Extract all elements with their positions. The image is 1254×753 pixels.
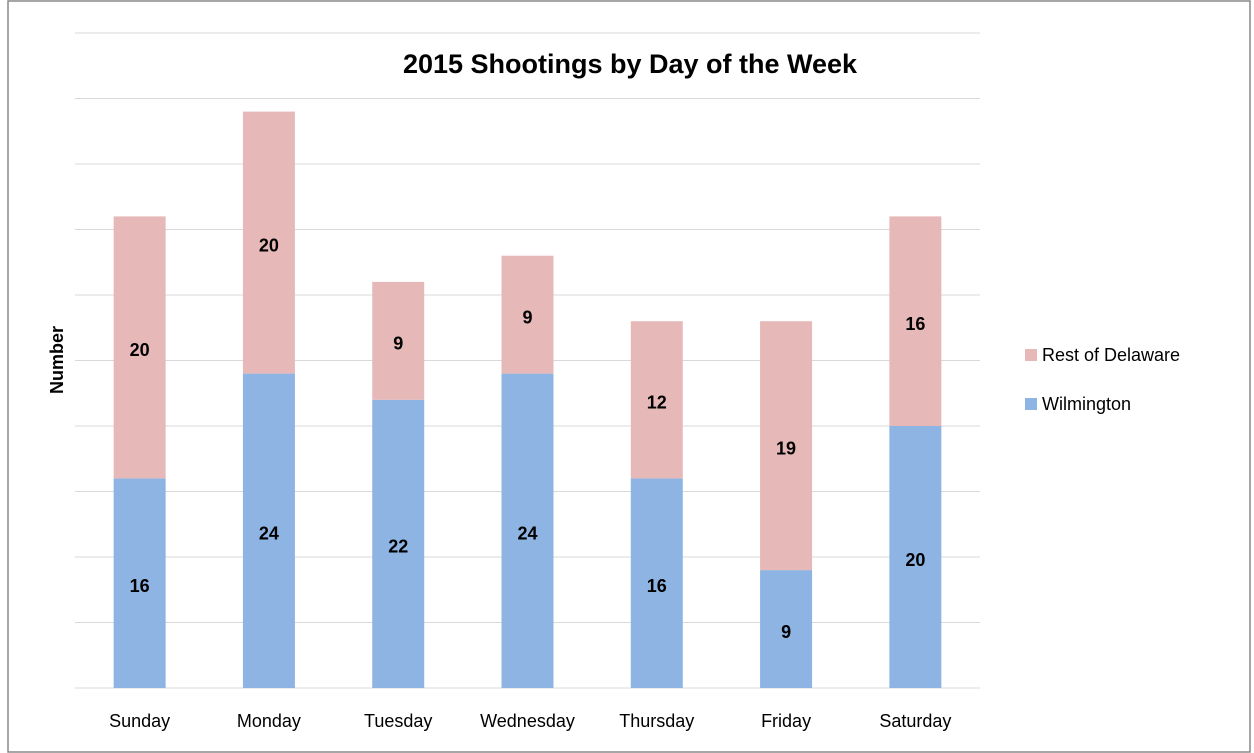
x-tick-label: Saturday (879, 711, 951, 731)
data-label: 9 (781, 622, 791, 642)
bar-segment (760, 570, 813, 688)
data-label: 12 (647, 393, 667, 413)
data-label: 16 (905, 314, 925, 334)
data-label: 19 (776, 438, 796, 458)
y-axis-label: Number (47, 326, 67, 394)
x-tick-label: Sunday (109, 711, 170, 731)
chart-title: 2015 Shootings by Day of the Week (403, 49, 858, 79)
bar-segment (630, 478, 683, 688)
bar-segment (889, 216, 942, 426)
data-label: 20 (259, 235, 279, 255)
x-tick-label: Friday (761, 711, 811, 731)
legend-swatch (1025, 349, 1037, 361)
bar-segment (372, 399, 425, 688)
data-label: 9 (393, 334, 403, 354)
chart-frame (7, 0, 1251, 753)
x-tick-label: Monday (237, 711, 301, 731)
data-label: 16 (647, 576, 667, 596)
x-tick-label: Tuesday (364, 711, 432, 731)
x-tick-label: Thursday (619, 711, 694, 731)
data-label: 20 (905, 550, 925, 570)
bar-segment (630, 321, 683, 479)
data-label: 22 (388, 537, 408, 557)
bar-segment (113, 216, 166, 479)
data-label: 24 (259, 524, 279, 544)
bar-segment (242, 373, 295, 688)
bar-segment (113, 478, 166, 688)
bar-segment (242, 111, 295, 374)
data-label: 24 (517, 524, 537, 544)
x-tick-label: Wednesday (480, 711, 575, 731)
data-label: 16 (130, 576, 150, 596)
bar-segment (889, 426, 942, 688)
legend-label: Rest of Delaware (1042, 345, 1180, 365)
bar-segment (372, 281, 425, 400)
data-label: 20 (130, 340, 150, 360)
data-label: 9 (522, 307, 532, 327)
bar-segment (501, 255, 554, 374)
legend-swatch (1025, 398, 1037, 410)
bar-segment (501, 373, 554, 688)
bar-segment (760, 321, 813, 571)
legend-label: Wilmington (1042, 394, 1131, 414)
